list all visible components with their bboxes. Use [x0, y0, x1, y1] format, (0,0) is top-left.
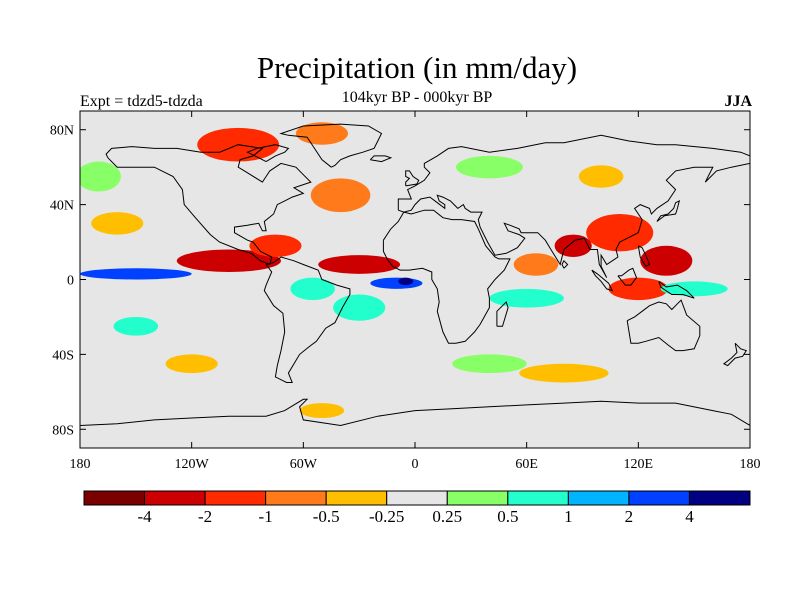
lat-tick-label: 0	[67, 274, 74, 289]
colorbar-swatch	[446, 490, 509, 506]
anomaly-southern-ocean-green	[452, 354, 527, 374]
anomaly-arabian-sea-dry	[513, 253, 559, 276]
colorbar-swatch	[507, 490, 569, 506]
colorbar: -4 -2 -1 -0.5 -0.25 0.25 0.5 1 2 4	[83, 490, 751, 526]
colorbar-label: 0.5	[497, 507, 518, 526]
anomaly-southern-ocean-yellow	[519, 363, 609, 383]
colorbar-label: 2	[625, 507, 634, 526]
coastline-new-guinea	[658, 280, 695, 299]
colorbar-swatch	[325, 490, 388, 506]
coastline-greenland	[279, 123, 383, 168]
anomaly-south-pacific-wet	[113, 316, 159, 336]
colorbar-label: 4	[685, 507, 694, 526]
coastline-iceland	[369, 155, 393, 163]
longitude-ticks: 180 120W 60W 0 60E 120E 180	[70, 111, 761, 472]
anomaly-amazon-wet	[290, 277, 335, 301]
coastline-japan	[656, 199, 681, 222]
coastline-antarctica	[80, 398, 750, 427]
coastline-south-america	[263, 256, 351, 383]
anomaly-asia-monsoon-dry	[586, 213, 654, 252]
lat-tick-label: 40N	[50, 199, 74, 214]
coastline-layer	[80, 123, 750, 427]
coastline-new-zealand	[722, 342, 748, 367]
lat-tick-label: 80N	[50, 124, 74, 139]
lon-tick-label: 180	[70, 457, 91, 472]
colorbar-label: -0.25	[369, 507, 404, 526]
anomaly-antarctic-yellow	[299, 403, 345, 419]
coastline-uk	[405, 170, 420, 187]
anomaly-south-atlantic-wet	[333, 294, 386, 321]
colorbar-label: -4	[137, 507, 152, 526]
coastline-madagascar	[496, 301, 509, 327]
coastline-philippines	[637, 245, 651, 268]
colorbar-label: -1	[259, 507, 273, 526]
lat-tick-label: 40S	[52, 348, 74, 363]
colorbar-swatch	[204, 490, 267, 506]
lon-tick-label: 60W	[290, 457, 318, 472]
plot-subtitle: 104kyr BP - 000kyr BP	[341, 89, 493, 106]
anomaly-eurasia-green	[455, 155, 523, 179]
latitude-ticks: 80N 40N 0 40S 80S	[50, 124, 750, 438]
coastline-sri-lanka	[561, 259, 569, 269]
lon-tick-label: 180	[740, 457, 761, 472]
anomaly-maritime-continent-dry	[608, 277, 669, 301]
anomaly-siberia-yellow	[578, 165, 624, 188]
coastline-africa	[382, 209, 511, 344]
lon-tick-label: 60E	[515, 457, 538, 472]
anomaly-atlantic-wet	[370, 277, 423, 289]
colorbar-swatch	[265, 490, 327, 506]
coastline-eurasia	[397, 134, 750, 278]
colorbar-swatch	[567, 490, 630, 506]
colorbar-label: 1	[564, 507, 573, 526]
anomaly-indian-ocean-wet	[489, 288, 564, 308]
colorbar-swatch	[628, 490, 690, 506]
anomaly-eastern-pacific-yellow	[91, 212, 144, 235]
lon-tick-label: 0	[412, 457, 419, 472]
colorbar-swatch	[688, 490, 751, 506]
plot-title: Precipitation (in mm/day)	[256, 50, 578, 85]
colorbar-swatch	[144, 490, 206, 506]
season-label: JJA	[724, 93, 752, 110]
anomaly-caribbean-dry	[249, 234, 302, 258]
colorbar-label: -2	[198, 507, 212, 526]
colorbar-swatch	[83, 490, 146, 506]
coastline-australia	[626, 299, 701, 352]
colorbar-label: -0.5	[313, 507, 340, 526]
coastline-north-america	[105, 144, 312, 266]
lon-tick-label: 120E	[624, 457, 654, 472]
anomaly-eastern-pacific-itcz-dry	[176, 249, 281, 273]
lat-tick-label: 80S	[52, 423, 74, 438]
anomaly-western-pacific-dry	[640, 245, 693, 276]
lon-tick-label: 120W	[175, 457, 210, 472]
anomaly-gulf-of-guinea-wet	[398, 277, 414, 286]
anomaly-eastern-pacific-wet	[80, 268, 192, 280]
colorbar-swatch	[386, 490, 448, 506]
anomaly-north-pacific-green	[80, 161, 121, 192]
anomaly-south-pacific-yellow	[165, 354, 218, 374]
anomaly-layer	[80, 122, 728, 419]
coastline-borneo	[617, 267, 638, 286]
anomaly-north-atlantic-dry	[310, 178, 371, 213]
anomaly-atlantic-itcz-dry	[318, 255, 401, 274]
coastline-baffin	[246, 144, 290, 163]
colorbar-label: 0.25	[432, 507, 462, 526]
anomaly-indian-monsoon-dry	[554, 234, 592, 258]
experiment-label: Expt = tdzd5-tdzda	[80, 93, 203, 110]
coastline-sumatra	[591, 269, 614, 292]
